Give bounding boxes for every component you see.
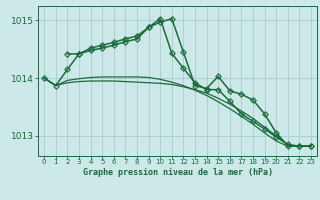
X-axis label: Graphe pression niveau de la mer (hPa): Graphe pression niveau de la mer (hPa) [83, 168, 273, 177]
